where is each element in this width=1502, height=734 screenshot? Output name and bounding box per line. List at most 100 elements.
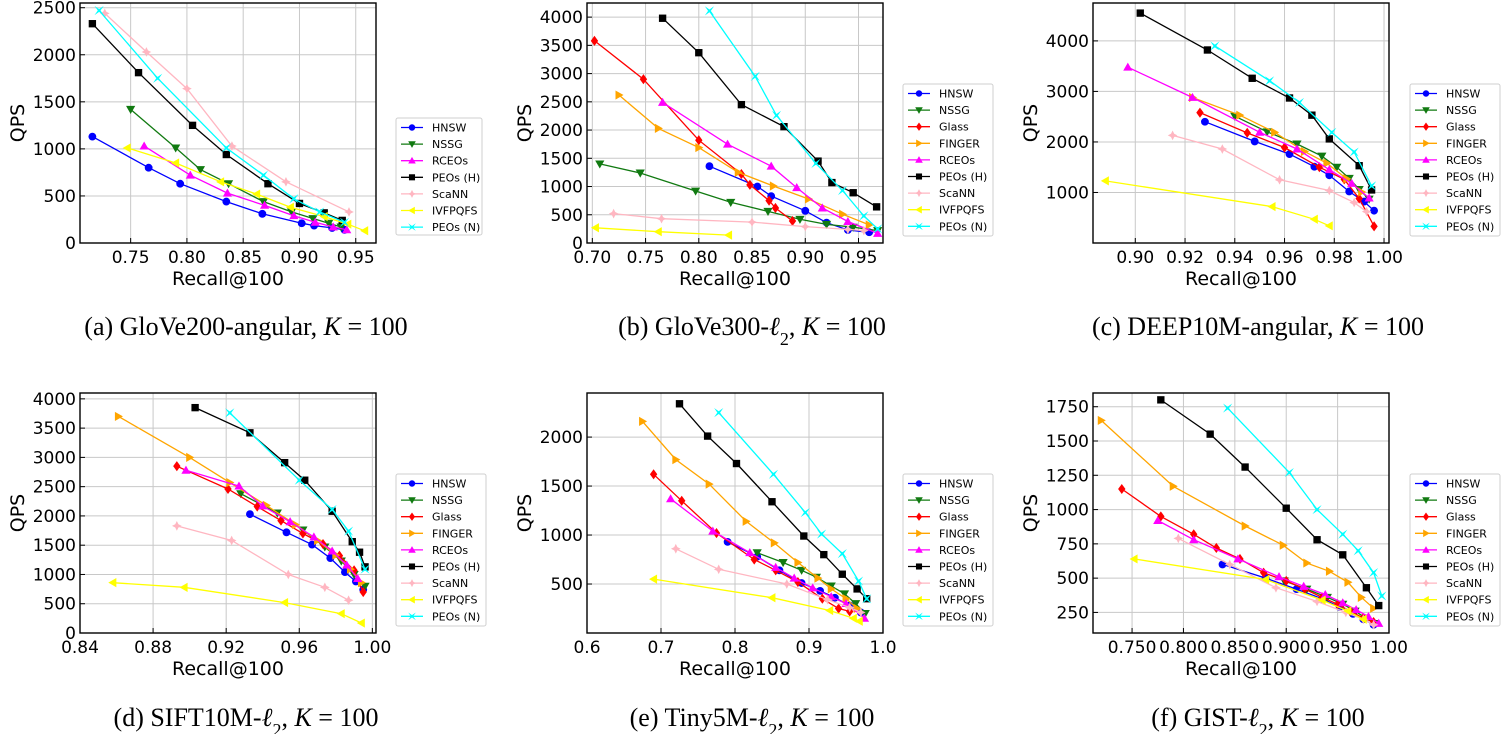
data-point (855, 607, 866, 618)
data-point (176, 179, 185, 188)
series-line (1204, 121, 1375, 212)
data-point (188, 121, 197, 130)
data-point (353, 573, 363, 583)
data-point (289, 194, 299, 204)
data-point (590, 223, 599, 233)
data-point (654, 123, 663, 133)
y-tick-label: 4000 (33, 390, 76, 410)
data-point (277, 515, 285, 526)
legend-label: RCEOs (1446, 154, 1482, 167)
legend-marker (1422, 480, 1430, 487)
y-tick-label: 3500 (540, 36, 583, 56)
y-tick-label: 3000 (1046, 82, 1089, 102)
legend-label: FINGER (939, 137, 980, 150)
data-point (308, 540, 316, 549)
legend-marker (1423, 139, 1430, 148)
data-point (781, 579, 792, 589)
y-tick-label: 1500 (33, 93, 76, 113)
x-tick-label: 0.8 (721, 638, 748, 658)
x-tick-label: 0.7 (647, 638, 674, 658)
data-point (309, 532, 319, 541)
data-point (326, 554, 335, 562)
data-point (94, 5, 104, 16)
data-point (253, 501, 261, 512)
data-point (99, 8, 110, 19)
data-point (797, 566, 807, 575)
data-point (236, 490, 246, 499)
data-point (139, 141, 149, 150)
data-point (1357, 592, 1366, 602)
data-point (1196, 107, 1204, 118)
data-point (848, 613, 857, 623)
legend-label: NSSG (432, 494, 463, 507)
series-line (642, 420, 858, 609)
series-line (662, 17, 877, 208)
data-point (821, 220, 832, 229)
data-point (1366, 181, 1377, 191)
data-point (837, 549, 847, 559)
data-point (246, 510, 254, 519)
y-tick-label: 1500 (540, 149, 583, 169)
data-point (1338, 598, 1348, 607)
series-rceos (139, 141, 352, 234)
legend-marker (408, 223, 416, 231)
data-point (838, 570, 846, 578)
x-axis-label: Recall@100 (1185, 268, 1297, 290)
data-point (224, 483, 232, 495)
series-line (1133, 558, 1364, 620)
series-rceos (657, 97, 883, 237)
y-tick-label: 250 (1057, 603, 1089, 623)
data-point (675, 400, 684, 408)
data-point (795, 215, 805, 224)
data-point (839, 590, 850, 599)
data-point (788, 215, 797, 227)
legend-marker (915, 205, 922, 214)
y-axis-label: QPS (1020, 104, 1042, 142)
legend-label: PEOs (N) (432, 610, 480, 623)
data-point (653, 227, 662, 237)
data-point (595, 160, 605, 169)
legend-label: FINGER (432, 527, 473, 540)
y-tick-label: 1500 (33, 536, 76, 556)
x-axis-label: Recall@100 (1185, 658, 1297, 680)
data-point (672, 455, 681, 465)
y-tick-label: 1750 (1046, 398, 1089, 418)
series-finger (1097, 415, 1379, 613)
data-point (862, 594, 872, 604)
legend-label: Glass (1446, 121, 1476, 134)
caption: (c) DEEP10M-angular, K = 100 (1092, 312, 1424, 341)
data-point (1292, 144, 1302, 153)
data-point (1362, 584, 1371, 592)
data-point (695, 135, 703, 146)
data-point (771, 110, 782, 120)
data-point (705, 479, 714, 489)
data-point (639, 416, 648, 427)
data-point (1189, 535, 1199, 544)
legend: HNSW NSSG RCEOs PEOs (H) ScaNN IVFPQFS PEOs (N… (395, 117, 483, 236)
data-point (258, 501, 268, 510)
data-point (768, 498, 776, 506)
legend-marker (408, 141, 416, 148)
x-axis-label: Recall@100 (172, 658, 284, 680)
legend-marker (408, 189, 416, 198)
series-peos-n (714, 407, 872, 604)
legend-marker (1423, 529, 1430, 538)
legend-label: PEOs (N) (1446, 220, 1494, 233)
y-tick-label: 2000 (1046, 133, 1089, 153)
legend-marker (915, 107, 923, 114)
data-point (800, 221, 811, 232)
data-point (1136, 9, 1144, 17)
series-line (176, 465, 364, 593)
legend-label: FINGER (939, 527, 980, 540)
series-peos-h (1136, 9, 1376, 194)
data-point (1279, 540, 1288, 550)
data-point (134, 68, 143, 77)
series-peos-n (1223, 403, 1387, 601)
data-point (590, 35, 599, 46)
data-point (1345, 187, 1354, 196)
data-point (1157, 511, 1165, 522)
legend-marker (408, 563, 416, 570)
data-point (226, 535, 237, 546)
data-point (1368, 619, 1379, 630)
data-point (342, 225, 352, 234)
